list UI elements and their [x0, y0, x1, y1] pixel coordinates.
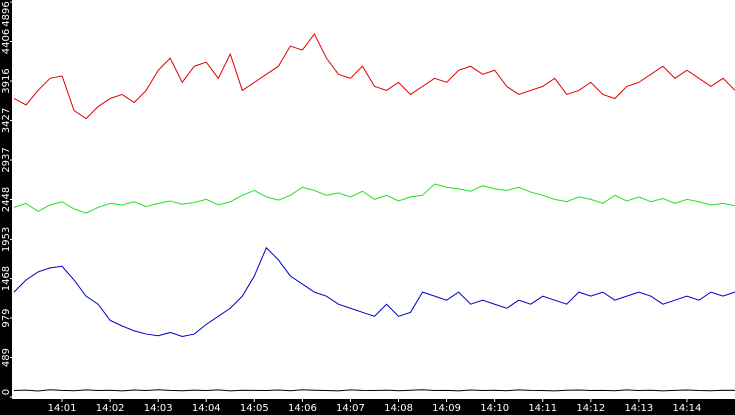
y-tick-label: 3427 — [1, 108, 12, 133]
y-tick-label: 4406 — [1, 29, 12, 54]
y-tick-label: 1953 — [1, 227, 12, 252]
series-line — [13, 32, 735, 120]
x-tick-label: 14:12 — [576, 403, 605, 414]
x-axis-strip — [0, 399, 735, 415]
x-tick-label: 14:08 — [384, 403, 413, 414]
x-tick-label: 14:10 — [480, 403, 509, 414]
x-tick-label: 14:03 — [144, 403, 173, 414]
x-tick-label: 14:01 — [48, 403, 77, 414]
y-tick-label: 3916 — [1, 68, 12, 93]
y-tick-label: 2937 — [1, 147, 12, 172]
x-tick-label: 14:02 — [96, 403, 125, 414]
x-tick-label: 14:04 — [192, 403, 221, 414]
x-tick-label: 14:07 — [336, 403, 365, 414]
series-line — [13, 183, 735, 214]
x-tick-label: 14:14 — [673, 403, 702, 414]
x-tick-label: 14:13 — [624, 403, 653, 414]
y-tick-label: 0 — [1, 389, 12, 395]
x-tick-label: 14:05 — [240, 403, 269, 414]
y-tick-label: 489 — [1, 348, 12, 367]
y-tick-label: 2448 — [1, 187, 12, 212]
series-line — [13, 246, 735, 338]
x-tick-label: 14:11 — [528, 403, 557, 414]
x-tick-label: 14:09 — [432, 403, 461, 414]
y-tick-label: 1468 — [1, 266, 12, 291]
x-tick-label: 14:06 — [288, 403, 317, 414]
y-tick-label: 979 — [1, 308, 12, 327]
y-axis-strip — [0, 0, 12, 415]
series-line — [13, 389, 735, 392]
y-tick-label: 4896 — [1, 1, 12, 26]
